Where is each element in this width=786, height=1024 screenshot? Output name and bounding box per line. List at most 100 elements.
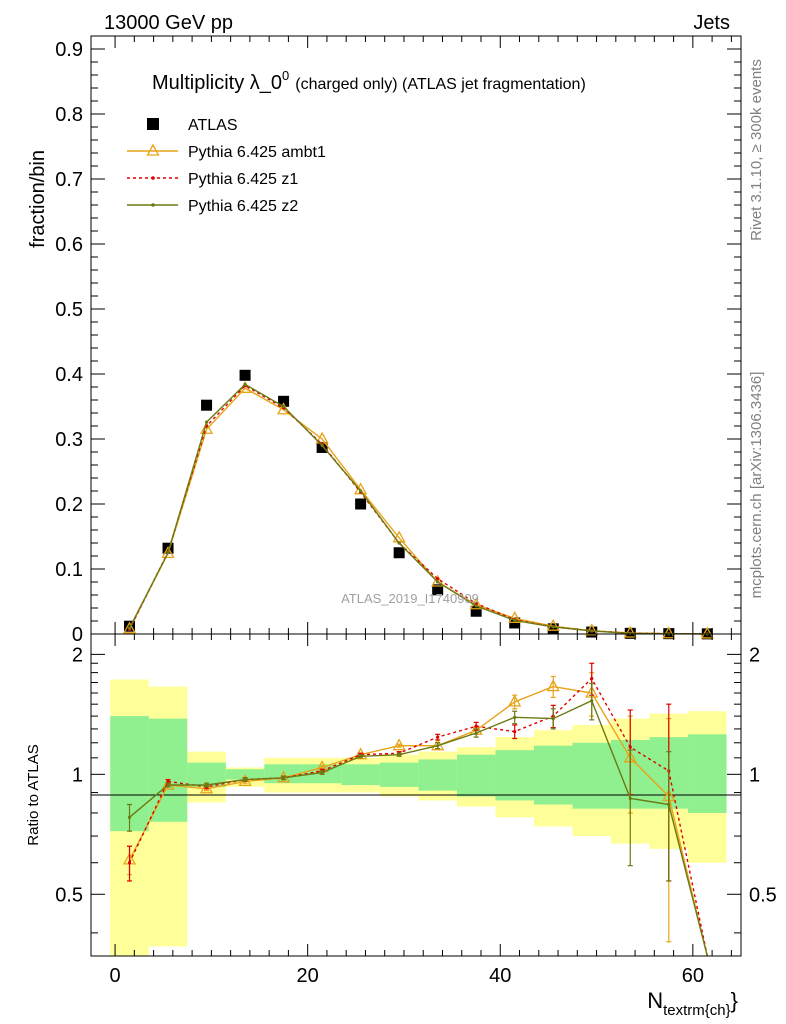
ratio-ticks: 0.5 0.51 12 20 20 40 60 — [55, 634, 777, 987]
series-marker — [243, 382, 247, 386]
ratio-marker — [551, 716, 555, 721]
main-y-tick-label: 0.1 — [55, 559, 83, 581]
series-marker — [551, 625, 555, 629]
series-line — [128, 383, 708, 635]
ratio-marker — [243, 778, 247, 782]
series-marker — [474, 604, 478, 608]
band-1sigma — [341, 764, 380, 786]
main-y-tick-label: 0.9 — [55, 39, 83, 61]
ratio-marker — [436, 735, 440, 739]
ratio-marker — [320, 771, 324, 775]
legend-marker — [147, 118, 159, 130]
main-y-tick-label: 0.3 — [55, 429, 83, 451]
legend-item: Pythia 6.425 ambt1 — [127, 143, 326, 161]
ratio-marker — [281, 776, 286, 780]
series-marker — [320, 443, 324, 448]
ratio-y-tick-label-right: 2 — [749, 644, 760, 666]
band-1sigma — [688, 734, 727, 813]
ratio-marker — [359, 754, 363, 758]
ratio-series-pythia-6-425-z2 — [127, 682, 708, 957]
x-axis-label: Ntextrm{ch}} — [647, 988, 738, 1019]
ratio-marker — [474, 724, 478, 728]
legend-marker — [151, 176, 155, 180]
series-marker — [436, 577, 440, 581]
series-marker — [281, 404, 286, 409]
ratio-marker — [392, 738, 406, 751]
series-marker — [166, 551, 170, 555]
series-pythia-6-425-z2 — [127, 382, 709, 636]
ratio-y-tick-label: 2 — [72, 644, 83, 666]
series-marker — [127, 626, 132, 630]
legend-label: Pythia 6.425 z2 — [188, 198, 298, 215]
atlas-data-point — [393, 547, 405, 559]
main-y-tick-label: 0.8 — [55, 104, 83, 126]
ratio-marker — [354, 747, 368, 760]
ratio-line — [129, 699, 708, 957]
series-marker — [204, 420, 209, 424]
series-marker — [199, 421, 214, 434]
ratio-marker — [508, 694, 522, 707]
ratio-y-tick-label-right: 1 — [749, 764, 760, 786]
ratio-panel: 0.5 0.51 12 20 20 40 60 — [55, 633, 777, 987]
main-y-tick-label: 0.5 — [55, 299, 83, 321]
legend-label: Pythia 6.425 ambt1 — [188, 144, 326, 161]
ratio-marker — [474, 731, 478, 735]
ratio-frame — [90, 633, 742, 957]
ratio-marker — [166, 779, 170, 783]
ratio-marker — [127, 815, 132, 819]
legend: ATLAS Pythia 6.425 ambt1 Pythia 6.425 z1 Py… — [127, 117, 326, 215]
legend-item: Pythia 6.425 z1 — [127, 171, 298, 188]
atlas-data-point — [239, 369, 251, 381]
series-marker — [436, 580, 440, 584]
ratio-marker — [127, 861, 132, 865]
ratio-y-axis-label: Ratio to ATLAS — [25, 744, 42, 845]
ratio-y-tick-label-right: 0.5 — [749, 884, 777, 906]
atlas-data-point — [124, 620, 136, 632]
ratio-marker — [628, 745, 632, 749]
series-marker — [662, 626, 676, 639]
x-tick-label: 60 — [682, 965, 704, 987]
ratio-marker — [204, 783, 209, 787]
series-marker — [585, 623, 599, 636]
atlas-data-point — [355, 498, 367, 510]
series-marker — [161, 546, 175, 559]
legend-label: Pythia 6.425 z1 — [188, 171, 298, 188]
uncertainty-bands — [110, 679, 727, 956]
main-y-tick-label: 0 — [72, 624, 83, 646]
ratio-y-tick-label: 0.5 — [55, 884, 83, 906]
analysis-watermark: ATLAS_2019_I1740909 — [341, 591, 479, 606]
ratio-series — [122, 662, 708, 957]
atlas-data-point — [201, 399, 213, 411]
legend-marker — [151, 203, 155, 207]
band-1sigma — [495, 750, 534, 801]
ratio-marker — [166, 783, 170, 787]
x-tick-label: 20 — [297, 965, 319, 987]
series-marker — [623, 625, 637, 638]
series-marker — [359, 489, 363, 493]
ratio-marker — [667, 802, 671, 807]
ratio-y-tick-label: 1 — [72, 764, 83, 786]
band-1sigma — [572, 742, 611, 809]
band-1sigma — [418, 759, 457, 791]
main-y-tick-label: 0.2 — [55, 494, 83, 516]
chart-title: Multiplicity λ_00(charged only) (ATLAS j… — [152, 68, 586, 94]
rivet-label: Rivet 3.1.10, ≥ 300k events — [748, 59, 765, 241]
jets-label: Jets — [693, 12, 730, 34]
series-marker — [474, 601, 478, 606]
mcplots-label: mcplots.cern.ch [arXiv:1306.3436] — [748, 372, 765, 599]
main-y-tick-label: 0.6 — [55, 234, 83, 256]
ratio-marker — [590, 676, 594, 681]
series-marker — [508, 611, 522, 624]
main-y-tick-label: 0.4 — [55, 364, 83, 386]
main-y-tick-label: 0.7 — [55, 169, 83, 191]
ratio-line — [128, 685, 708, 957]
series-marker — [513, 618, 517, 622]
atlas-data-point — [316, 441, 328, 453]
ratio-marker — [546, 679, 560, 692]
ratio-marker — [628, 796, 632, 801]
atlas-data-point — [470, 605, 482, 617]
legend-label: ATLAS — [188, 117, 238, 134]
ratio-marker — [513, 715, 517, 719]
energy-label: 13000 GeV pp — [104, 12, 233, 34]
